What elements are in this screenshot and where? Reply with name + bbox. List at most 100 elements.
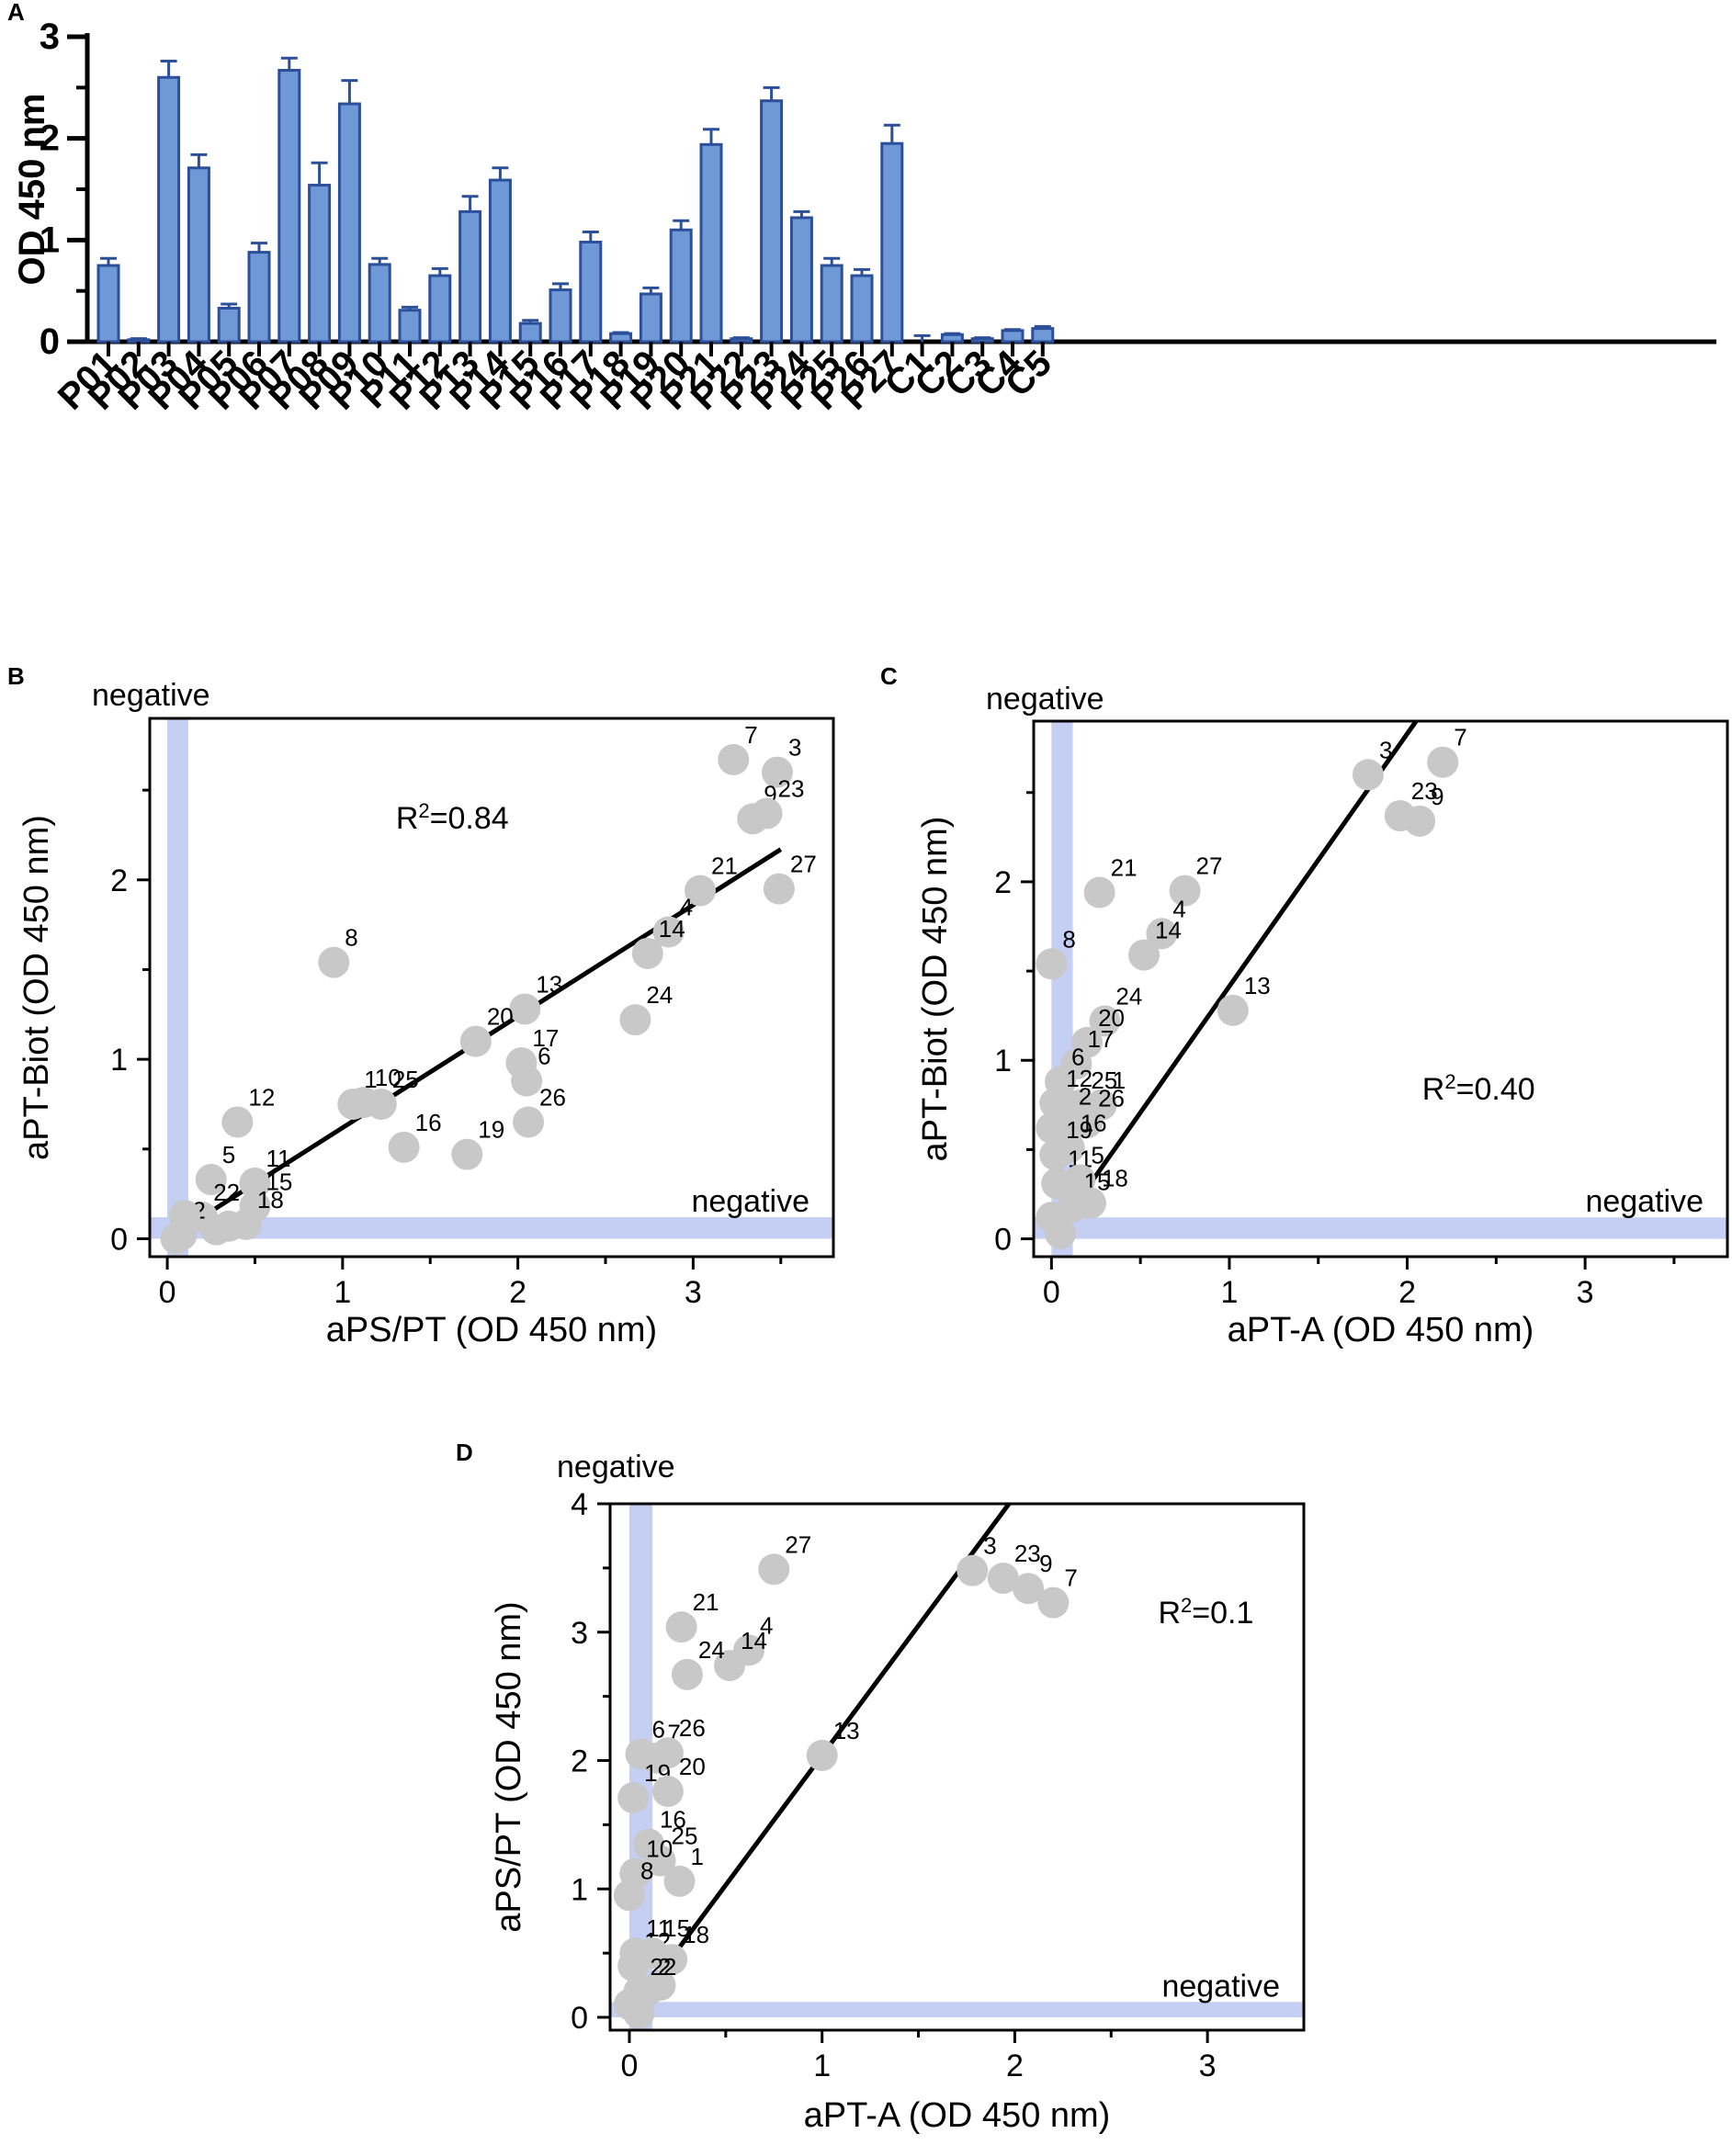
point-label: 3 <box>983 1532 996 1560</box>
point-label: 15 <box>663 1914 690 1942</box>
data-point <box>685 875 717 907</box>
y-axis-title: OD 450 nm <box>12 94 52 286</box>
y-tick-label: 0 <box>994 1223 1012 1258</box>
data-point <box>1039 1139 1071 1171</box>
data-point <box>644 1845 676 1877</box>
bar-c4 <box>1001 329 1024 344</box>
bar-p20 <box>669 228 693 344</box>
data-point <box>1074 1187 1106 1219</box>
data-point <box>957 1554 989 1586</box>
r-squared: R2=0.40 <box>1422 1070 1535 1108</box>
y-tick-label: 3 <box>40 17 60 57</box>
bar-p04 <box>187 166 210 344</box>
point-label: 2 <box>658 1953 671 1981</box>
point-label: 24 <box>698 1636 725 1664</box>
data-point <box>987 1563 1019 1595</box>
x-tick-label: 0 <box>159 1275 176 1310</box>
point-label: 6 <box>652 1716 665 1744</box>
negative-band-horizontal <box>150 1217 833 1239</box>
bar-p27 <box>880 141 904 344</box>
bar-p18 <box>609 332 633 344</box>
fit-line <box>1049 719 1419 1241</box>
point-label: 12 <box>1066 1065 1092 1092</box>
bar-p16 <box>549 288 572 344</box>
data-point <box>160 1223 192 1255</box>
x-tick-label: 3 <box>1577 1275 1594 1310</box>
point-label: 4 <box>1172 895 1185 922</box>
point-label: 1 <box>364 1066 377 1093</box>
data-point <box>459 1025 492 1057</box>
plot-frame <box>148 717 835 1259</box>
point-label: 1 <box>691 1843 704 1870</box>
point-label: 18 <box>683 1921 709 1948</box>
data-point <box>1036 1112 1068 1145</box>
data-point <box>365 1088 397 1120</box>
point-label: 6 <box>1071 1044 1084 1071</box>
point-label: 6 <box>538 1043 550 1070</box>
data-point <box>663 1865 696 1897</box>
point-label: 7 <box>744 721 757 749</box>
data-point <box>509 993 541 1025</box>
data-point <box>212 1210 244 1242</box>
negative-label-right: negative <box>1161 1969 1280 2004</box>
bar-c2 <box>940 333 964 344</box>
point-label: 21 <box>1111 854 1138 882</box>
point-label: 26 <box>1098 1084 1125 1112</box>
y-tick-label: 1 <box>40 220 60 260</box>
point-label: 25 <box>672 1823 698 1850</box>
bar-p23 <box>760 99 784 344</box>
bar-p13 <box>458 209 482 344</box>
plot-frame <box>608 1502 1306 2032</box>
y-tick-label: 2 <box>994 865 1012 900</box>
data-point <box>763 873 795 905</box>
x-tick-label: 1 <box>1220 1275 1238 1310</box>
point-label: 13 <box>1244 972 1271 999</box>
data-point <box>388 1131 420 1163</box>
bar-p03 <box>157 75 181 344</box>
y-tick-label: 0 <box>40 322 60 362</box>
point-label: 11 <box>266 1145 290 1172</box>
point-label: 14 <box>1155 917 1182 944</box>
x-tick-label: 2 <box>509 1275 526 1310</box>
point-label: 13 <box>833 1717 860 1744</box>
data-point <box>1013 1573 1045 1605</box>
point-label: 26 <box>679 1714 706 1742</box>
negative-label-right: negative <box>691 1184 809 1219</box>
point-label: 2 <box>1079 1082 1092 1110</box>
data-point <box>1041 1168 1073 1200</box>
data-point <box>1036 948 1068 980</box>
x-axis-title: aPT-A (OD 450 nm) <box>1228 1311 1534 1349</box>
point-label: 18 <box>257 1186 284 1213</box>
bar-p06 <box>247 251 271 344</box>
y-tick-label: 1 <box>994 1044 1012 1078</box>
data-point <box>1217 994 1249 1026</box>
point-label: 25 <box>1091 1067 1117 1094</box>
x-tick-label: 1 <box>334 1275 351 1310</box>
y-axis-title: aPT-Biot (OD 450 nm) <box>17 815 56 1160</box>
data-point <box>451 1138 483 1170</box>
bar-p10 <box>368 263 391 344</box>
point-label: 5 <box>222 1141 235 1168</box>
bar-p05 <box>217 306 241 344</box>
data-point <box>1169 875 1201 907</box>
data-point <box>337 1088 369 1120</box>
point-label: 17 <box>532 1024 559 1052</box>
data-point <box>631 937 663 969</box>
point-label: 27 <box>1196 852 1223 880</box>
bar-p15 <box>518 322 542 344</box>
point-label: 8 <box>640 1857 653 1884</box>
negative-label-top: negative <box>557 1450 675 1484</box>
y-tick-label: 0 <box>571 2001 588 2036</box>
data-point <box>318 946 350 978</box>
data-point <box>761 756 793 788</box>
y-tick-label: 0 <box>110 1222 128 1257</box>
data-point <box>1045 1217 1077 1249</box>
x-axis-title: aPT-A (OD 450 nm) <box>804 2096 1111 2135</box>
r-squared: R2=0.1 <box>1158 1594 1253 1631</box>
point-label: 16 <box>1081 1109 1107 1136</box>
data-point <box>652 916 685 948</box>
point-label: 16 <box>660 1805 686 1833</box>
bar-p07 <box>277 69 301 344</box>
data-point <box>751 797 783 830</box>
